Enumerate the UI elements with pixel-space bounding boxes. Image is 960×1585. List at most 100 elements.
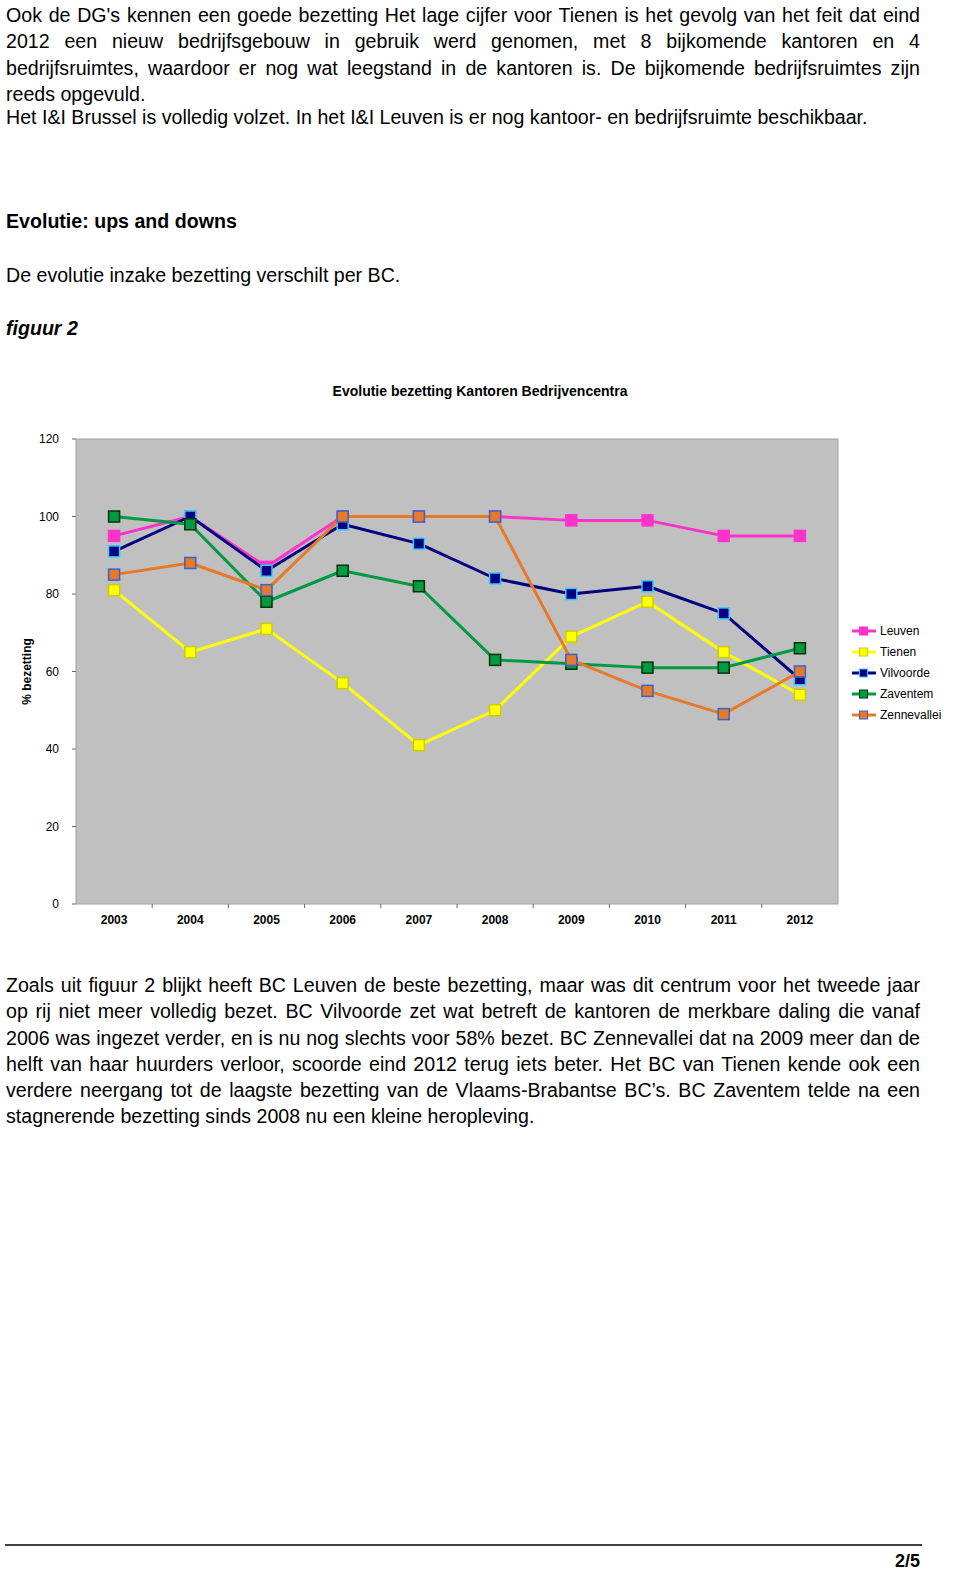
series-marker	[490, 705, 501, 716]
series-line	[114, 517, 800, 567]
figure-label: figuur 2	[6, 315, 920, 341]
y-tick	[72, 594, 76, 595]
series-marker	[337, 678, 348, 689]
x-tick	[228, 904, 229, 908]
paragraph: Het I&I Brussel is volledig volzet. In h…	[6, 104, 920, 130]
x-tick-label: 2006	[329, 913, 356, 927]
legend-marker	[860, 711, 868, 719]
paragraph: Zoals uit figuur 2 blijkt heeft BC Leuve…	[6, 972, 920, 1130]
series-marker	[566, 631, 577, 642]
x-tick-label: 2011	[711, 913, 737, 927]
plot-group	[109, 511, 806, 751]
y-tick	[72, 826, 76, 827]
series-marker	[794, 530, 805, 541]
x-tick-label: 2010	[634, 913, 661, 927]
series-marker	[413, 538, 424, 549]
series-marker	[718, 709, 729, 720]
legend-label: Leuven	[880, 624, 919, 638]
x-tick	[304, 904, 305, 908]
series-marker	[109, 546, 120, 557]
x-tick-label: 2004	[177, 913, 204, 927]
legend-marker	[860, 648, 868, 656]
series-marker	[566, 654, 577, 665]
legend-label: Vilvoorde	[880, 666, 930, 680]
x-tick-label: 2005	[253, 913, 280, 927]
heading: Evolutie: ups and downs	[6, 208, 920, 234]
series-marker	[642, 685, 653, 696]
legend-marker	[860, 690, 868, 698]
series-marker	[642, 581, 653, 592]
y-tick-label: 120	[39, 432, 59, 446]
legend-label: Zennevallei	[880, 708, 941, 722]
legend-label: Tienen	[880, 645, 916, 659]
series-marker	[794, 643, 805, 654]
series-marker	[490, 654, 501, 665]
legend-marker	[860, 627, 868, 635]
series-marker	[566, 515, 577, 526]
y-tick-label: 80	[46, 587, 60, 601]
series-marker	[718, 608, 729, 619]
x-tick	[609, 904, 610, 908]
x-tick	[761, 904, 762, 908]
series-marker	[261, 623, 272, 634]
y-tick	[72, 439, 76, 440]
series-marker	[109, 585, 120, 596]
y-tick-label: 0	[52, 897, 59, 911]
series-line	[114, 517, 800, 680]
series-marker	[261, 565, 272, 576]
series-marker	[261, 585, 272, 596]
series-marker	[413, 511, 424, 522]
paragraph: Ook de DG's kennen een goede bezetting H…	[6, 2, 920, 107]
series-marker	[490, 573, 501, 584]
footer-rule	[5, 1544, 922, 1546]
plot-area	[76, 439, 838, 904]
series-marker	[413, 511, 424, 522]
x-tick	[152, 904, 153, 908]
series-marker	[718, 662, 729, 673]
x-tick	[457, 904, 458, 908]
y-tick-label: 60	[46, 665, 60, 679]
x-tick	[533, 904, 534, 908]
series-marker	[109, 569, 120, 580]
series-marker	[185, 519, 196, 530]
y-axis-label: % bezetting	[20, 638, 34, 705]
x-tick-label: 2009	[558, 913, 585, 927]
series-marker	[718, 530, 729, 541]
x-tick-label: 2003	[101, 913, 128, 927]
series-marker	[490, 511, 501, 522]
series-line	[114, 517, 800, 668]
series-marker	[794, 666, 805, 677]
series-marker	[566, 589, 577, 600]
y-tick	[72, 749, 76, 750]
series-marker	[490, 511, 501, 522]
x-tick-label: 2008	[482, 913, 509, 927]
x-tick-label: 2007	[406, 913, 433, 927]
x-tick	[685, 904, 686, 908]
series-marker	[337, 511, 348, 522]
y-tick	[72, 671, 76, 672]
y-tick-label: 100	[39, 510, 59, 524]
series-marker	[261, 596, 272, 607]
y-tick-label: 20	[46, 820, 60, 834]
series-line	[114, 517, 800, 715]
series-marker	[109, 511, 120, 522]
series-marker	[185, 647, 196, 658]
series-marker	[642, 662, 653, 673]
y-tick	[72, 516, 76, 517]
series-marker	[337, 565, 348, 576]
x-tick-label: 2012	[787, 913, 814, 927]
series-marker	[413, 740, 424, 751]
legend-label: Zaventem	[880, 687, 933, 701]
series-marker	[413, 581, 424, 592]
x-tick	[380, 904, 381, 908]
chart-title: Evolutie bezetting Kantoren Bedrijvencen…	[333, 383, 628, 399]
legend-marker	[860, 669, 868, 677]
series-marker	[718, 647, 729, 658]
y-tick-label: 40	[46, 742, 60, 756]
series-marker	[109, 530, 120, 541]
series-marker	[794, 689, 805, 700]
series-marker	[337, 511, 348, 522]
series-marker	[642, 596, 653, 607]
page-number: 2/5	[840, 1548, 920, 1574]
series-marker	[185, 558, 196, 569]
